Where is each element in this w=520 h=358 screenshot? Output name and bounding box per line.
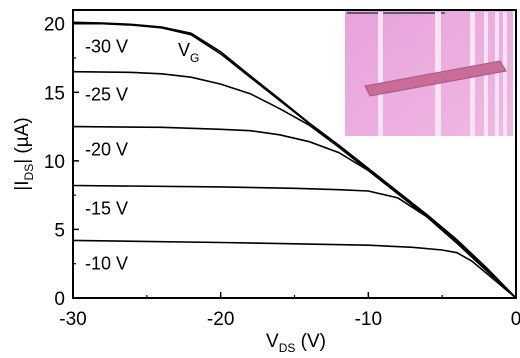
x-tick-label-0: -30 bbox=[59, 309, 86, 330]
x-axis-label: VDS (V) bbox=[266, 331, 326, 355]
y-tick-label-2: 10 bbox=[44, 152, 65, 173]
series-label-0: -30 V bbox=[85, 37, 128, 57]
inset-micrograph bbox=[345, 10, 513, 136]
series-label-4: -10 V bbox=[85, 253, 128, 273]
y-axis-label-unit: | (µA) bbox=[12, 117, 33, 164]
ticks: -30 -20 -10 0 0 5 10 15 20 bbox=[44, 15, 520, 330]
y-tick-label-4: 20 bbox=[44, 15, 65, 36]
series-label-2: -20 V bbox=[85, 140, 128, 160]
series-line-5 bbox=[72, 239, 517, 299]
series-line-3 bbox=[72, 125, 517, 299]
series-labels: -30 V -25 V -20 V -15 V -10 V bbox=[85, 37, 128, 274]
x-tick-label-1: -20 bbox=[207, 309, 234, 330]
x-axis-label-unit: (V) bbox=[295, 331, 326, 352]
x-tick-label-2: -10 bbox=[355, 309, 382, 330]
y-tick-label-0: 0 bbox=[54, 289, 65, 310]
legend-title-sub: G bbox=[190, 51, 199, 65]
curves bbox=[72, 21, 517, 299]
legend-title-main: V bbox=[178, 40, 190, 60]
y-axis-label-main: |I bbox=[12, 180, 33, 190]
legend-title: VG bbox=[178, 40, 199, 65]
series-label-3: -15 V bbox=[85, 199, 128, 219]
series-line-4 bbox=[72, 184, 517, 299]
x-tick-label-3: 0 bbox=[511, 309, 520, 330]
y-tick-label-1: 5 bbox=[54, 220, 65, 241]
series-label-1: -25 V bbox=[85, 85, 128, 105]
x-axis-label-main: V bbox=[266, 331, 279, 352]
series-line-1 bbox=[72, 21, 517, 299]
y-tick-label-3: 15 bbox=[44, 83, 65, 104]
x-axis-label-sub: DS bbox=[279, 341, 296, 355]
y-axis-label: |IDS| (µA) bbox=[12, 117, 36, 190]
y-axis-label-sub: DS bbox=[22, 164, 36, 181]
